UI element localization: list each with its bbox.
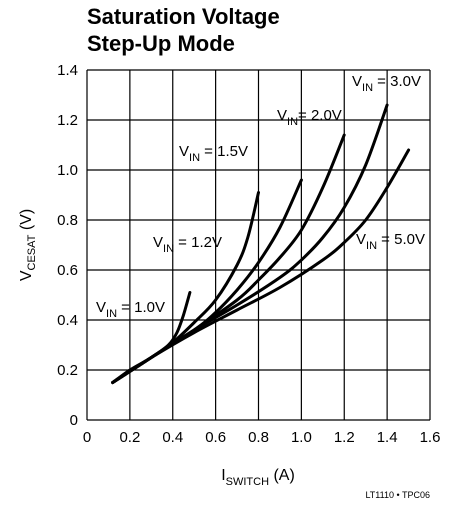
series-line-1 bbox=[111, 191, 260, 384]
y-tick-label: 0.2 bbox=[57, 362, 78, 379]
series-label-vin-1-2: VIN = 1.2V bbox=[153, 234, 222, 255]
y-tick-label: 0.6 bbox=[57, 262, 78, 279]
x-tick-label: 1.4 bbox=[377, 429, 398, 446]
series-curves bbox=[111, 103, 411, 384]
grid bbox=[86, 69, 431, 421]
y-tick-label: 1.4 bbox=[57, 62, 78, 79]
x-tick-label: 0.8 bbox=[248, 429, 269, 446]
y-tick-label: 0.4 bbox=[57, 312, 78, 329]
series-label-vin-5-0: VIN = 5.0V bbox=[356, 231, 425, 252]
svg-text:VIN = 1.2V: VIN = 1.2V bbox=[153, 234, 222, 255]
series-line-3 bbox=[111, 133, 346, 384]
x-tick-label: 0 bbox=[83, 429, 91, 446]
series-line-5 bbox=[111, 148, 411, 384]
series-label-vin-1-5: VIN = 1.5V bbox=[179, 143, 248, 164]
chart-title-line2: Step-Up Mode bbox=[87, 31, 235, 56]
svg-text:VIN = 5.0V: VIN = 5.0V bbox=[356, 231, 425, 252]
x-tick-label: 1.0 bbox=[291, 429, 312, 446]
series-label-vin-3-0: VIN = 3.0V bbox=[352, 73, 421, 94]
y-tick-label: 1.2 bbox=[57, 112, 78, 129]
y-tick-labels: 0 0.2 0.4 0.6 0.8 1.0 1.2 1.4 bbox=[57, 62, 78, 429]
x-axis-label: ISWITCH (A) bbox=[221, 467, 295, 488]
series-label-vin-2-0: VIN= 2.0V bbox=[277, 107, 342, 128]
x-tick-label: 1.2 bbox=[334, 429, 355, 446]
svg-text:ISWITCH (A): ISWITCH (A) bbox=[221, 467, 295, 488]
y-tick-label: 0.8 bbox=[57, 212, 78, 229]
x-tick-labels: 0 0.2 0.4 0.6 0.8 1.0 1.2 1.4 1.6 bbox=[83, 429, 441, 446]
y-axis-label: VCESAT (V) bbox=[18, 209, 38, 281]
series-label-vin-1-0: VIN = 1.0V bbox=[96, 299, 165, 320]
svg-text:VIN = 1.0V: VIN = 1.0V bbox=[96, 299, 165, 320]
svg-text:VIN = 3.0V: VIN = 3.0V bbox=[352, 73, 421, 94]
footnote: LT1110 • TPC06 bbox=[365, 490, 430, 500]
svg-text:VIN = 1.5V: VIN = 1.5V bbox=[179, 143, 248, 164]
y-tick-label: 1.0 bbox=[57, 162, 78, 179]
x-tick-label: 0.4 bbox=[162, 429, 183, 446]
x-tick-label: 0.2 bbox=[119, 429, 140, 446]
svg-text:VIN= 2.0V: VIN= 2.0V bbox=[277, 107, 342, 128]
x-tick-label: 1.6 bbox=[420, 429, 441, 446]
chart-title-line1: Saturation Voltage bbox=[87, 4, 280, 29]
svg-text:VCESAT (V): VCESAT (V) bbox=[18, 209, 38, 281]
y-tick-label: 0 bbox=[70, 412, 78, 429]
x-tick-label: 0.6 bbox=[205, 429, 226, 446]
